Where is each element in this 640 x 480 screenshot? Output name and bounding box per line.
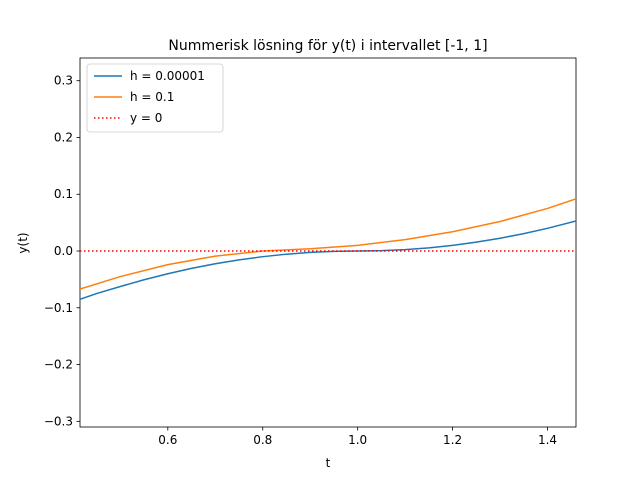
y-tick-label: 0.3	[54, 74, 73, 88]
y-tick-label: 0.0	[54, 244, 73, 258]
series-line-0	[80, 220, 576, 300]
legend-label-2: y = 0	[130, 111, 162, 125]
y-tick-label: 0.2	[54, 130, 73, 144]
ticks-layer: 0.6 0.8 1.0 1.2 1.4 −0.3 −0.2 −0.1 0.0 0.1 0.2 0.3	[44, 74, 557, 447]
legend-box	[86, 63, 224, 133]
chart-title: Nummerisk lösning för y(t) i intervallet…	[168, 38, 487, 54]
x-axis-label: t	[326, 456, 331, 470]
x-tick-label: 1.2	[443, 433, 462, 447]
legend: h = 0.00001 h = 0.1 y = 0	[86, 63, 224, 133]
x-tick-label: 0.6	[158, 433, 177, 447]
y-tick-label: 0.1	[54, 187, 73, 201]
y-axis-label: y(t)	[16, 232, 30, 253]
x-tick-label: 0.8	[253, 433, 272, 447]
y-tick-label: −0.1	[44, 301, 73, 315]
axes-spines	[79, 57, 577, 428]
series-layer	[80, 198, 576, 300]
legend-label-1: h = 0.1	[130, 90, 174, 104]
x-tick-label: 1.4	[538, 433, 557, 447]
series-line-1	[80, 198, 576, 290]
y-tick-label: −0.2	[44, 358, 73, 372]
x-tick-label: 1.0	[348, 433, 367, 447]
y-tick-label: −0.3	[44, 414, 73, 428]
legend-label-0: h = 0.00001	[130, 69, 205, 83]
